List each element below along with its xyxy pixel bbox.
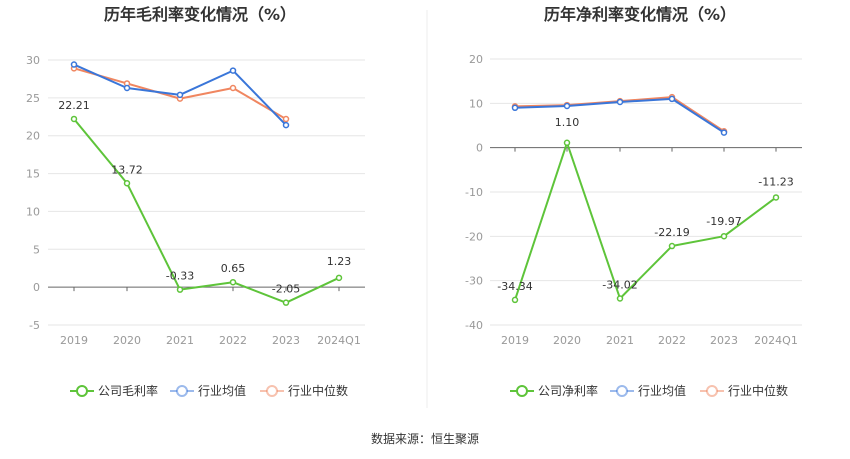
y-tick-label: -5: [29, 319, 40, 332]
company-point: [668, 242, 676, 250]
data-label: -34.02: [602, 278, 637, 291]
industry_avg-point: [123, 84, 131, 92]
company-point: [772, 194, 780, 201]
legend-label-company: 公司净利率: [538, 383, 598, 398]
data-label: -22.19: [654, 226, 689, 239]
x-tick-label: 2019: [501, 334, 529, 347]
company-point: [70, 115, 78, 123]
y-tick-label: 10: [26, 205, 40, 218]
chart-title: 历年净利率变化情况（%）: [544, 5, 736, 24]
industry_avg-point: [176, 91, 184, 99]
legend-label-industry_median: 行业中位数: [288, 383, 348, 398]
y-tick-label: 5: [33, 243, 40, 256]
y-tick-label: -20: [465, 230, 483, 243]
data-label: -0.33: [166, 270, 194, 283]
company-point: [176, 286, 184, 293]
y-tick-label: 25: [26, 92, 40, 105]
company-point: [616, 295, 624, 302]
y-tick-label: -30: [465, 275, 483, 288]
x-tick-label: 2022: [219, 334, 247, 347]
footer-source: 数据来源：恒生聚源: [371, 431, 479, 446]
industry_avg-point: [511, 104, 519, 112]
chart-title: 历年毛利率变化情况（%）: [104, 5, 296, 24]
data-label: 13.72: [111, 163, 143, 176]
y-tick-label: 15: [26, 168, 40, 181]
gross-margin-chart: 历年毛利率变化情况（%） -5 0 5 10 15 20 25 30 2019 2020 2021 20…: [26, 5, 365, 398]
x-tick-label: 2022: [658, 334, 686, 347]
data-label: -34.34: [497, 280, 532, 293]
industry_avg-point: [720, 129, 728, 136]
x-tick-label: 2023: [710, 334, 738, 347]
x-tick-label: 2019: [60, 334, 88, 347]
data-label: 1.10: [555, 116, 580, 129]
legend-marker-industry_median: [266, 385, 278, 397]
company-point: [511, 296, 519, 304]
legend-marker-industry_avg: [616, 385, 628, 397]
data-label: -11.23: [758, 175, 793, 188]
x-tick-label: 2020: [113, 334, 141, 347]
data-label: 22.21: [58, 99, 90, 112]
company-point: [720, 232, 728, 240]
company-point: [282, 299, 290, 306]
industry_avg-point: [668, 95, 676, 103]
company-series-line: [73, 118, 340, 304]
x-tick-label: 2021: [166, 334, 194, 347]
y-tick-label: 20: [469, 53, 483, 66]
legend-label-industry_avg: 行业均值: [638, 383, 686, 398]
net-margin-chart: 历年净利率变化情况（%） -40 -30 -20 -10 0 10 20 2019 2020 202…: [465, 5, 802, 398]
industry_avg-point: [563, 102, 571, 110]
company-series-line: [514, 141, 777, 301]
industry_avg-point: [229, 67, 237, 74]
legend-marker-industry_avg: [176, 385, 188, 397]
data-label: 1.23: [327, 255, 352, 268]
y-tick-label: -40: [465, 319, 483, 332]
y-tick-label: 20: [26, 130, 40, 143]
x-tick-label: 2021: [606, 334, 634, 347]
x-tick-label: 2024Q1: [317, 334, 361, 347]
legend-label-company: 公司毛利率: [98, 383, 158, 398]
y-tick-label: 10: [469, 97, 483, 110]
legend-marker-company: [76, 385, 88, 397]
x-tick-label: 2023: [272, 334, 300, 347]
y-tick-label: -10: [465, 186, 483, 199]
y-tick-label: 0: [476, 142, 483, 155]
legend-marker-company: [516, 385, 528, 397]
y-tick-label: 0: [33, 281, 40, 294]
industry_avg-point: [282, 121, 290, 129]
company-point: [563, 139, 571, 147]
legend-marker-industry_median: [706, 385, 718, 397]
x-tick-label: 2024Q1: [754, 334, 798, 347]
x-tick-label: 2020: [553, 334, 581, 347]
company-point: [123, 180, 131, 187]
data-label: 0.65: [221, 262, 246, 275]
industry_avg-point: [616, 98, 624, 106]
industry_median-point: [229, 84, 237, 92]
company-point: [229, 278, 237, 286]
data-label: -2.05: [272, 283, 300, 296]
y-tick-label: 30: [26, 54, 40, 67]
industry_avg-point: [70, 61, 78, 68]
legend-label-industry_avg: 行业均值: [198, 383, 246, 398]
company-point: [335, 274, 343, 282]
legend-label-industry_median: 行业中位数: [728, 383, 788, 398]
data-label: -19.97: [706, 215, 741, 228]
industry_median-point: [282, 115, 290, 123]
